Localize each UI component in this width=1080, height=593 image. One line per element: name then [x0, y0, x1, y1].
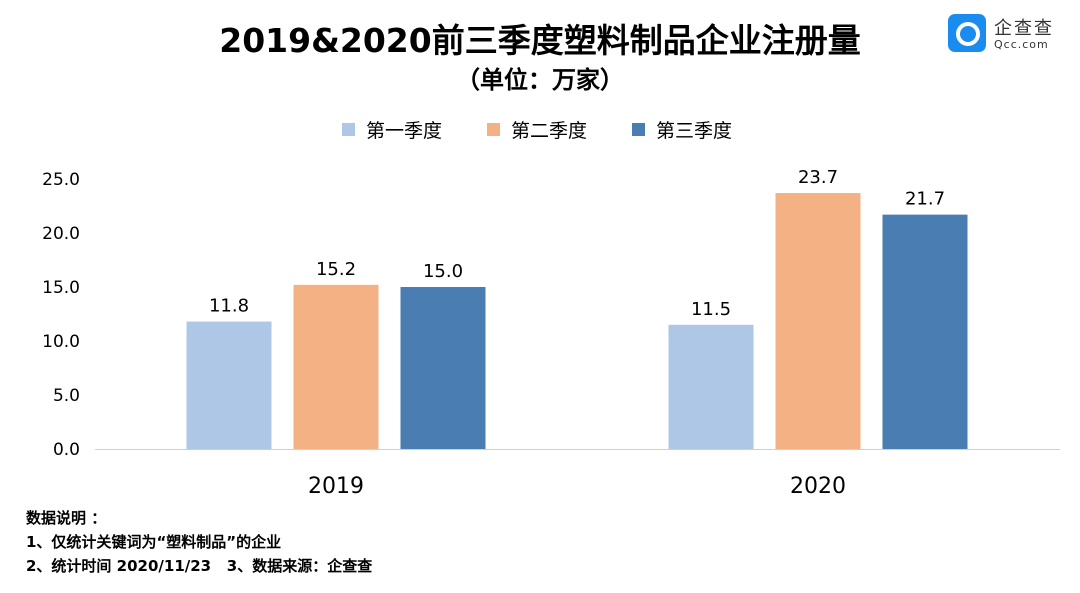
bar [775, 193, 861, 449]
bar [882, 214, 968, 449]
y-tick-label: 15.0 [42, 278, 80, 298]
x-tick-label: 2020 [790, 474, 846, 499]
data-label: 11.5 [691, 299, 731, 320]
data-label: 23.7 [798, 167, 838, 188]
legend-swatch [342, 123, 355, 136]
bar [293, 284, 379, 449]
y-tick-label: 20.0 [42, 224, 80, 244]
legend-swatch [487, 123, 500, 136]
y-tick-label: 10.0 [42, 332, 80, 352]
chart-subtitle: （单位：万家） [456, 66, 624, 94]
bar [668, 324, 754, 449]
y-tick-label: 0.0 [53, 440, 80, 460]
x-tick-label: 2019 [308, 474, 364, 499]
chart-title: 2019&2020前三季度塑料制品企业注册量 [219, 21, 861, 60]
bar [186, 321, 272, 449]
logo-cn-text: 企查查 [994, 18, 1054, 39]
data-label: 11.8 [209, 296, 249, 317]
legend-label: 第一季度 [366, 120, 442, 142]
data-label: 15.0 [423, 261, 463, 282]
footer-line-2: 1、仅统计关键词为“塑料制品”的企业 [26, 533, 282, 551]
y-tick-label: 25.0 [42, 170, 80, 190]
footer-line-1: 数据说明 ： [26, 509, 107, 527]
data-label: 15.2 [316, 259, 356, 280]
bar [400, 287, 486, 449]
data-label: 21.7 [905, 189, 945, 210]
footer-notes: 数据说明 ： 1、仅统计关键词为“塑料制品”的企业 2、统计时间 2020/11… [26, 506, 372, 578]
legend-label: 第三季度 [656, 120, 732, 142]
footer-line-3: 2、统计时间 2020/11/23 3、数据来源：企查查 [26, 557, 373, 575]
legend-swatch [632, 123, 645, 136]
qcc-logo-icon [948, 14, 986, 52]
legend-label: 第二季度 [511, 120, 587, 142]
logo-en-text: Qcc.com [994, 38, 1049, 51]
y-tick-label: 5.0 [53, 386, 80, 406]
qcc-logo: 企查查 Qcc.com [948, 14, 1068, 56]
